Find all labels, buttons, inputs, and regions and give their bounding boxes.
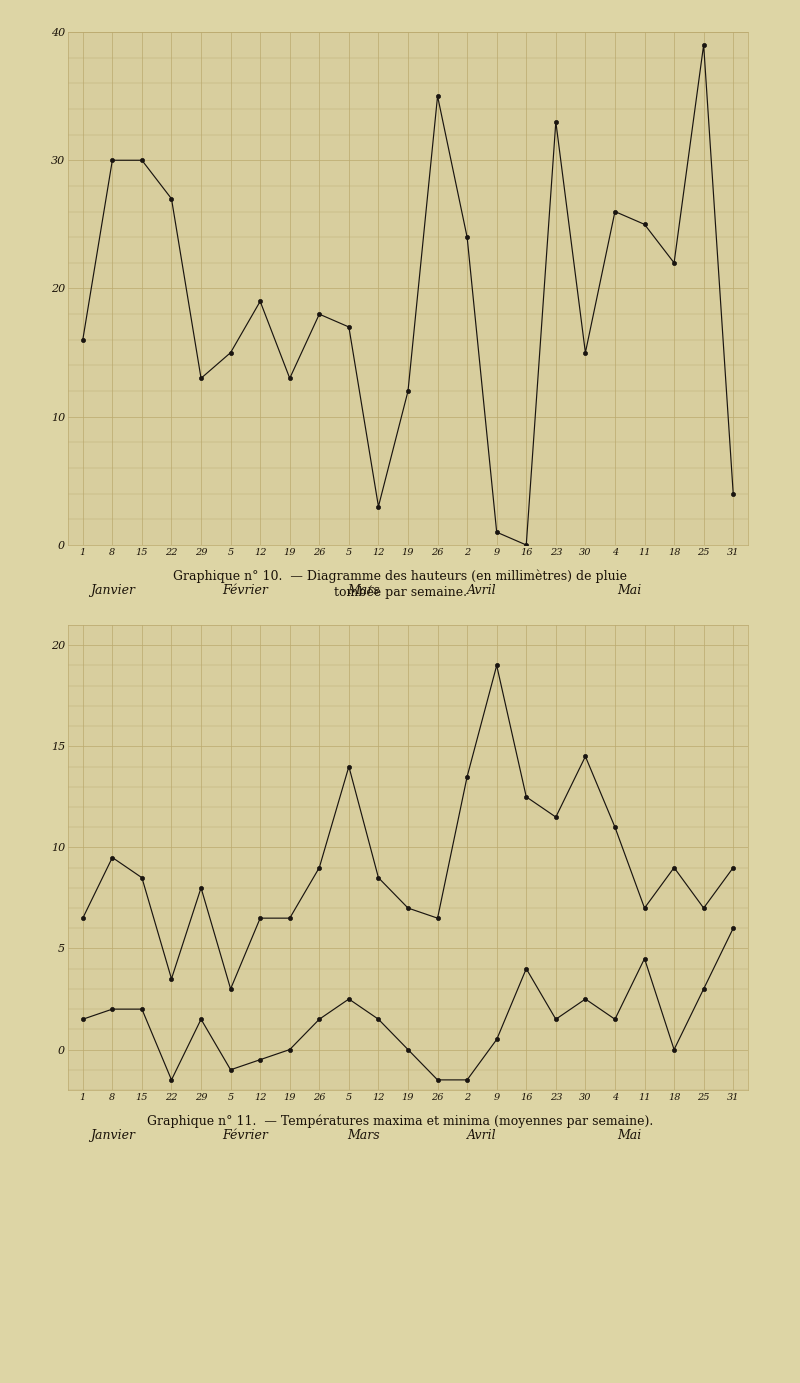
Point (194, 1008, 207, 1030)
Point (579, 745, 592, 768)
Point (727, 917, 740, 939)
Point (283, 368, 296, 390)
Point (638, 898, 651, 920)
Text: Février: Février (222, 1129, 268, 1142)
Point (372, 1008, 385, 1030)
Point (135, 149, 148, 171)
Point (727, 856, 740, 878)
Point (372, 495, 385, 517)
Point (490, 1029, 503, 1051)
Point (668, 1039, 681, 1061)
Point (638, 213, 651, 235)
Point (106, 149, 118, 171)
Point (520, 957, 533, 979)
Point (313, 303, 326, 325)
Text: Mars: Mars (347, 584, 380, 597)
Point (224, 342, 237, 364)
Point (313, 1008, 326, 1030)
Point (490, 521, 503, 544)
Point (609, 1008, 622, 1030)
Point (106, 846, 118, 869)
Point (254, 907, 266, 929)
Point (372, 867, 385, 889)
Text: Graphique n° 11.  — Températures maxima et minima (moyennes par semaine).: Graphique n° 11. — Températures maxima e… (147, 1115, 653, 1129)
Point (609, 816, 622, 838)
Point (550, 1008, 562, 1030)
Point (402, 380, 414, 402)
Point (550, 111, 562, 133)
Point (431, 1069, 444, 1091)
Point (727, 483, 740, 505)
Text: Graphique n° 10.  — Diagramme des hauteurs (en millimètres) de pluie
tombée par : Graphique n° 10. — Diagramme des hauteur… (173, 570, 627, 599)
Point (698, 978, 710, 1000)
Point (165, 1069, 178, 1091)
Point (609, 201, 622, 223)
Text: Avril: Avril (467, 1129, 497, 1142)
Point (490, 654, 503, 676)
Point (579, 987, 592, 1010)
Point (165, 968, 178, 990)
Text: Février: Février (222, 584, 268, 597)
Text: Avril: Avril (467, 584, 497, 597)
Point (550, 806, 562, 828)
Point (668, 856, 681, 878)
Text: Janvier: Janvier (90, 1129, 135, 1142)
Point (698, 898, 710, 920)
Point (224, 978, 237, 1000)
Text: Janvier: Janvier (90, 584, 135, 597)
Point (461, 1069, 474, 1091)
Point (342, 315, 355, 337)
Text: Mai: Mai (618, 584, 642, 597)
Point (461, 766, 474, 788)
Point (638, 947, 651, 969)
Point (698, 33, 710, 55)
Point (402, 1039, 414, 1061)
Point (165, 188, 178, 210)
Point (106, 999, 118, 1021)
Point (254, 290, 266, 313)
Point (135, 867, 148, 889)
Point (283, 907, 296, 929)
Point (194, 368, 207, 390)
Point (342, 755, 355, 777)
Point (283, 1039, 296, 1061)
Point (76, 907, 89, 929)
Point (76, 329, 89, 351)
Point (224, 1059, 237, 1082)
Point (76, 1008, 89, 1030)
Point (402, 898, 414, 920)
Point (520, 534, 533, 556)
Point (135, 999, 148, 1021)
Point (461, 227, 474, 249)
Point (342, 987, 355, 1010)
Text: Mars: Mars (347, 1129, 380, 1142)
Point (579, 342, 592, 364)
Point (431, 907, 444, 929)
Point (431, 86, 444, 108)
Text: Mai: Mai (618, 1129, 642, 1142)
Point (254, 1048, 266, 1070)
Point (313, 856, 326, 878)
Point (520, 786, 533, 808)
Point (668, 252, 681, 274)
Point (194, 877, 207, 899)
